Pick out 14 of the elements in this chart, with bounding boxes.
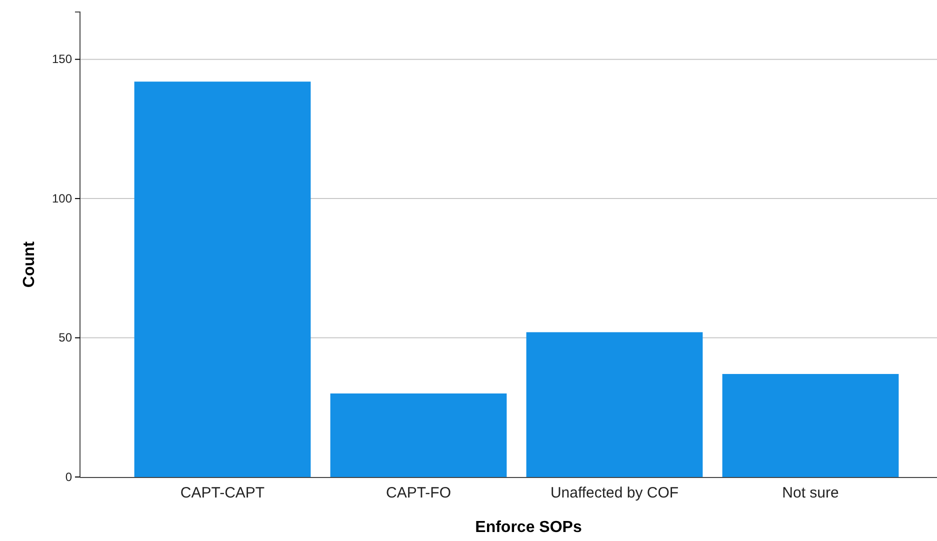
bar — [722, 374, 899, 477]
bar — [134, 82, 311, 477]
y-tick-label: 0 — [65, 470, 72, 484]
x-tick-label: Not sure — [782, 484, 839, 502]
y-axis-title: Count — [21, 240, 38, 288]
y-tick-label: 150 — [52, 52, 72, 66]
bar — [526, 332, 703, 477]
x-axis-title: Enforce SOPs — [475, 519, 582, 536]
x-tick-label: CAPT-FO — [386, 484, 452, 502]
y-tick-label: 50 — [58, 330, 72, 345]
x-tick-label: Unaffected by COF — [550, 484, 679, 502]
x-tick-label: CAPT-CAPT — [180, 484, 265, 502]
bar — [330, 393, 507, 477]
y-tick-label: 100 — [52, 191, 72, 206]
